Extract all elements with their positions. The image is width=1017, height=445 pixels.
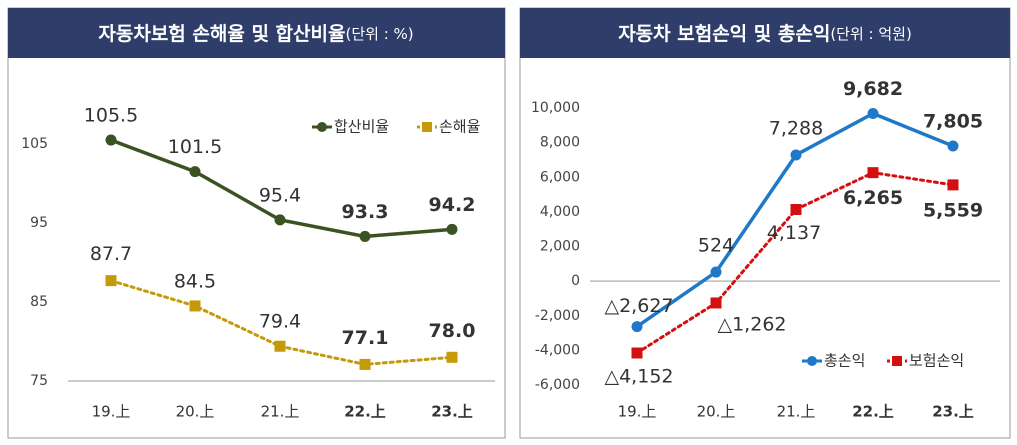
y-tick-label: 75 [30, 373, 48, 389]
data-label: 5,559 [923, 199, 983, 221]
data-label: 105.5 [84, 105, 138, 127]
y-tick-label: 4,000 [540, 204, 580, 220]
legend-marker [892, 356, 902, 366]
data-label: 7,288 [769, 117, 823, 139]
x-tick-label: 21.上 [261, 403, 300, 421]
point [710, 297, 722, 309]
point [105, 275, 117, 287]
title-bar [520, 8, 1010, 58]
title-unit: (단위 : 억원) [830, 25, 912, 43]
data-label: 87.7 [90, 243, 132, 265]
x-tick-label: 23.上 [431, 403, 473, 421]
title-main: 자동차 보험손익 및 총손익 [618, 23, 830, 45]
data-label: △1,262 [717, 313, 786, 335]
point [790, 149, 802, 161]
point [105, 134, 117, 146]
point [867, 108, 879, 120]
data-label: 93.3 [342, 201, 389, 223]
y-tick-label: 95 [30, 215, 48, 231]
point [867, 167, 879, 179]
legend-label: 총손익 [824, 352, 865, 370]
data-label: 4,137 [767, 222, 821, 244]
point [631, 321, 643, 333]
y-tick-label: 85 [30, 294, 48, 310]
data-label: 95.4 [259, 184, 301, 206]
point [631, 347, 643, 359]
data-label: 79.4 [259, 311, 301, 333]
chart-title: 자동차 보험손익 및 총손익(단위 : 억원) [618, 23, 912, 45]
x-tick-label: 23.上 [932, 403, 974, 421]
data-label: 7,805 [923, 111, 983, 133]
data-label: 84.5 [174, 270, 216, 292]
data-label: 6,265 [843, 187, 903, 209]
point [274, 340, 286, 352]
point [947, 179, 959, 191]
legend-label: 합산비율 [334, 118, 389, 136]
title-main: 자동차보험 손해율 및 합산비율 [98, 23, 345, 45]
point [947, 140, 959, 152]
y-tick-label: 2,000 [540, 239, 580, 255]
y-tick-label: -2,000 [535, 308, 580, 324]
y-tick-label: -6,000 [535, 377, 580, 393]
point [359, 358, 371, 370]
title-unit: (단위 : %) [345, 25, 413, 43]
point [189, 166, 201, 178]
legend-marker [807, 356, 817, 366]
legend-marker [422, 122, 432, 132]
legend-label: 손해율 [439, 118, 480, 136]
x-tick-label: 19.上 [618, 403, 657, 421]
point [189, 300, 201, 312]
y-tick-label: 105 [21, 136, 48, 152]
x-tick-label: 19.上 [92, 403, 131, 421]
x-tick-label: 22.上 [852, 403, 894, 421]
y-tick-label: 6,000 [540, 169, 580, 185]
data-label: 77.1 [342, 327, 389, 349]
point [446, 223, 458, 235]
legend-label: 보험손익 [909, 352, 964, 370]
y-tick-label: 8,000 [540, 135, 580, 151]
x-tick-label: 22.上 [344, 403, 386, 421]
title-bar [8, 8, 505, 58]
data-label: 78.0 [429, 320, 476, 342]
data-label: 94.2 [429, 194, 476, 216]
x-tick-label: 20.上 [176, 403, 215, 421]
data-label: 9,682 [843, 78, 903, 100]
point [710, 266, 722, 278]
panel [519, 7, 1011, 439]
panel [7, 7, 506, 439]
y-tick-label: -4,000 [535, 342, 580, 358]
point [790, 204, 802, 216]
y-tick-label: 10,000 [531, 100, 580, 116]
x-tick-label: 21.上 [777, 403, 816, 421]
point [274, 214, 286, 226]
data-label: △2,627 [604, 295, 673, 317]
data-label: 101.5 [168, 136, 222, 158]
data-label: △4,152 [604, 366, 673, 388]
x-tick-label: 20.上 [697, 403, 736, 421]
data-label: 524 [698, 235, 734, 257]
point [446, 351, 458, 363]
chart-title: 자동차보험 손해율 및 합산비율(단위 : %) [98, 23, 413, 45]
y-tick-label: 0 [571, 273, 580, 289]
legend-marker [317, 122, 327, 132]
point [359, 230, 371, 242]
